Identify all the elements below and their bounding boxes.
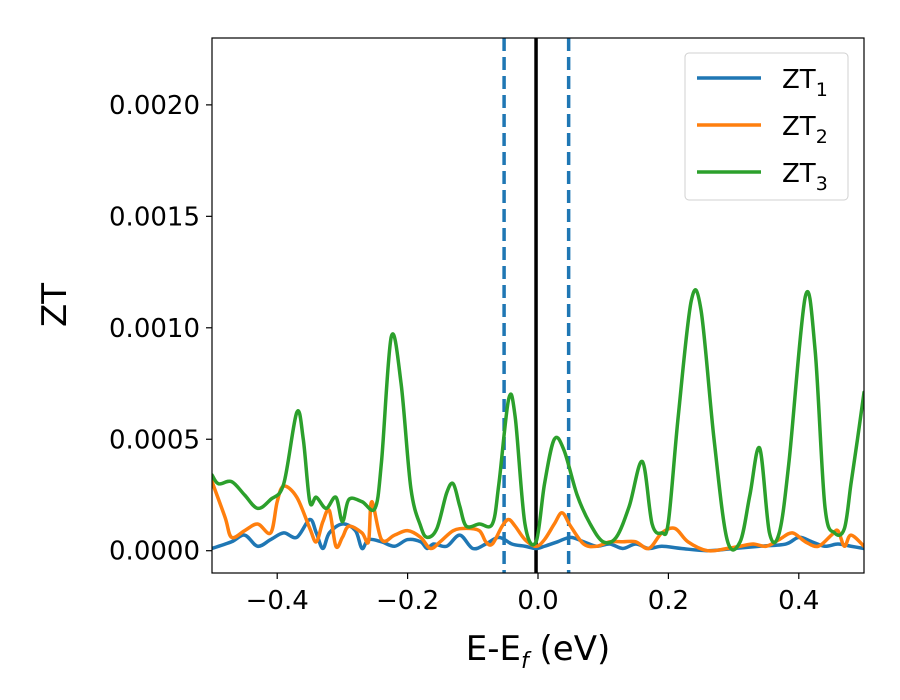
x-tick-label: 0.4: [778, 586, 819, 616]
x-axis-label-subscript: f: [521, 649, 532, 674]
y-tick-label: 0.0005: [109, 425, 200, 455]
x-tick-label: 0.2: [648, 586, 689, 616]
legend-items: ZT1 ZT2 ZT3: [697, 65, 828, 195]
legend-label-zt1: ZT1: [782, 65, 828, 101]
x-tick-label: −0.4: [246, 586, 309, 616]
legend-box: [684, 52, 849, 201]
series-lines: [212, 288, 864, 553]
legend-label-zt3: ZT3: [782, 159, 828, 195]
series-line-zt3: [212, 288, 864, 552]
y-tick-label: 0.0020: [109, 91, 200, 121]
series-line-zt2: [212, 479, 864, 553]
y-tick-label: 0.0015: [109, 202, 200, 232]
legend: ZT1 ZT2 ZT3: [684, 52, 849, 201]
legend-label-zt2: ZT2: [782, 112, 828, 148]
y-tick-label: 0.0000: [109, 537, 200, 567]
x-tick-label: 0.0: [517, 586, 558, 616]
x-axis-label: E-Ef (eV): [466, 629, 611, 674]
y-axis-ticks: 0.0000 0.0005 0.0010 0.0015 0.0020: [109, 91, 212, 567]
y-axis-label: ZT: [35, 283, 75, 327]
y-tick-label: 0.0010: [109, 314, 200, 344]
reference-lines: [502, 38, 571, 573]
x-axis-ticks: −0.4 −0.2 0.0 0.2 0.4: [246, 573, 819, 616]
x-tick-label: −0.2: [376, 586, 439, 616]
